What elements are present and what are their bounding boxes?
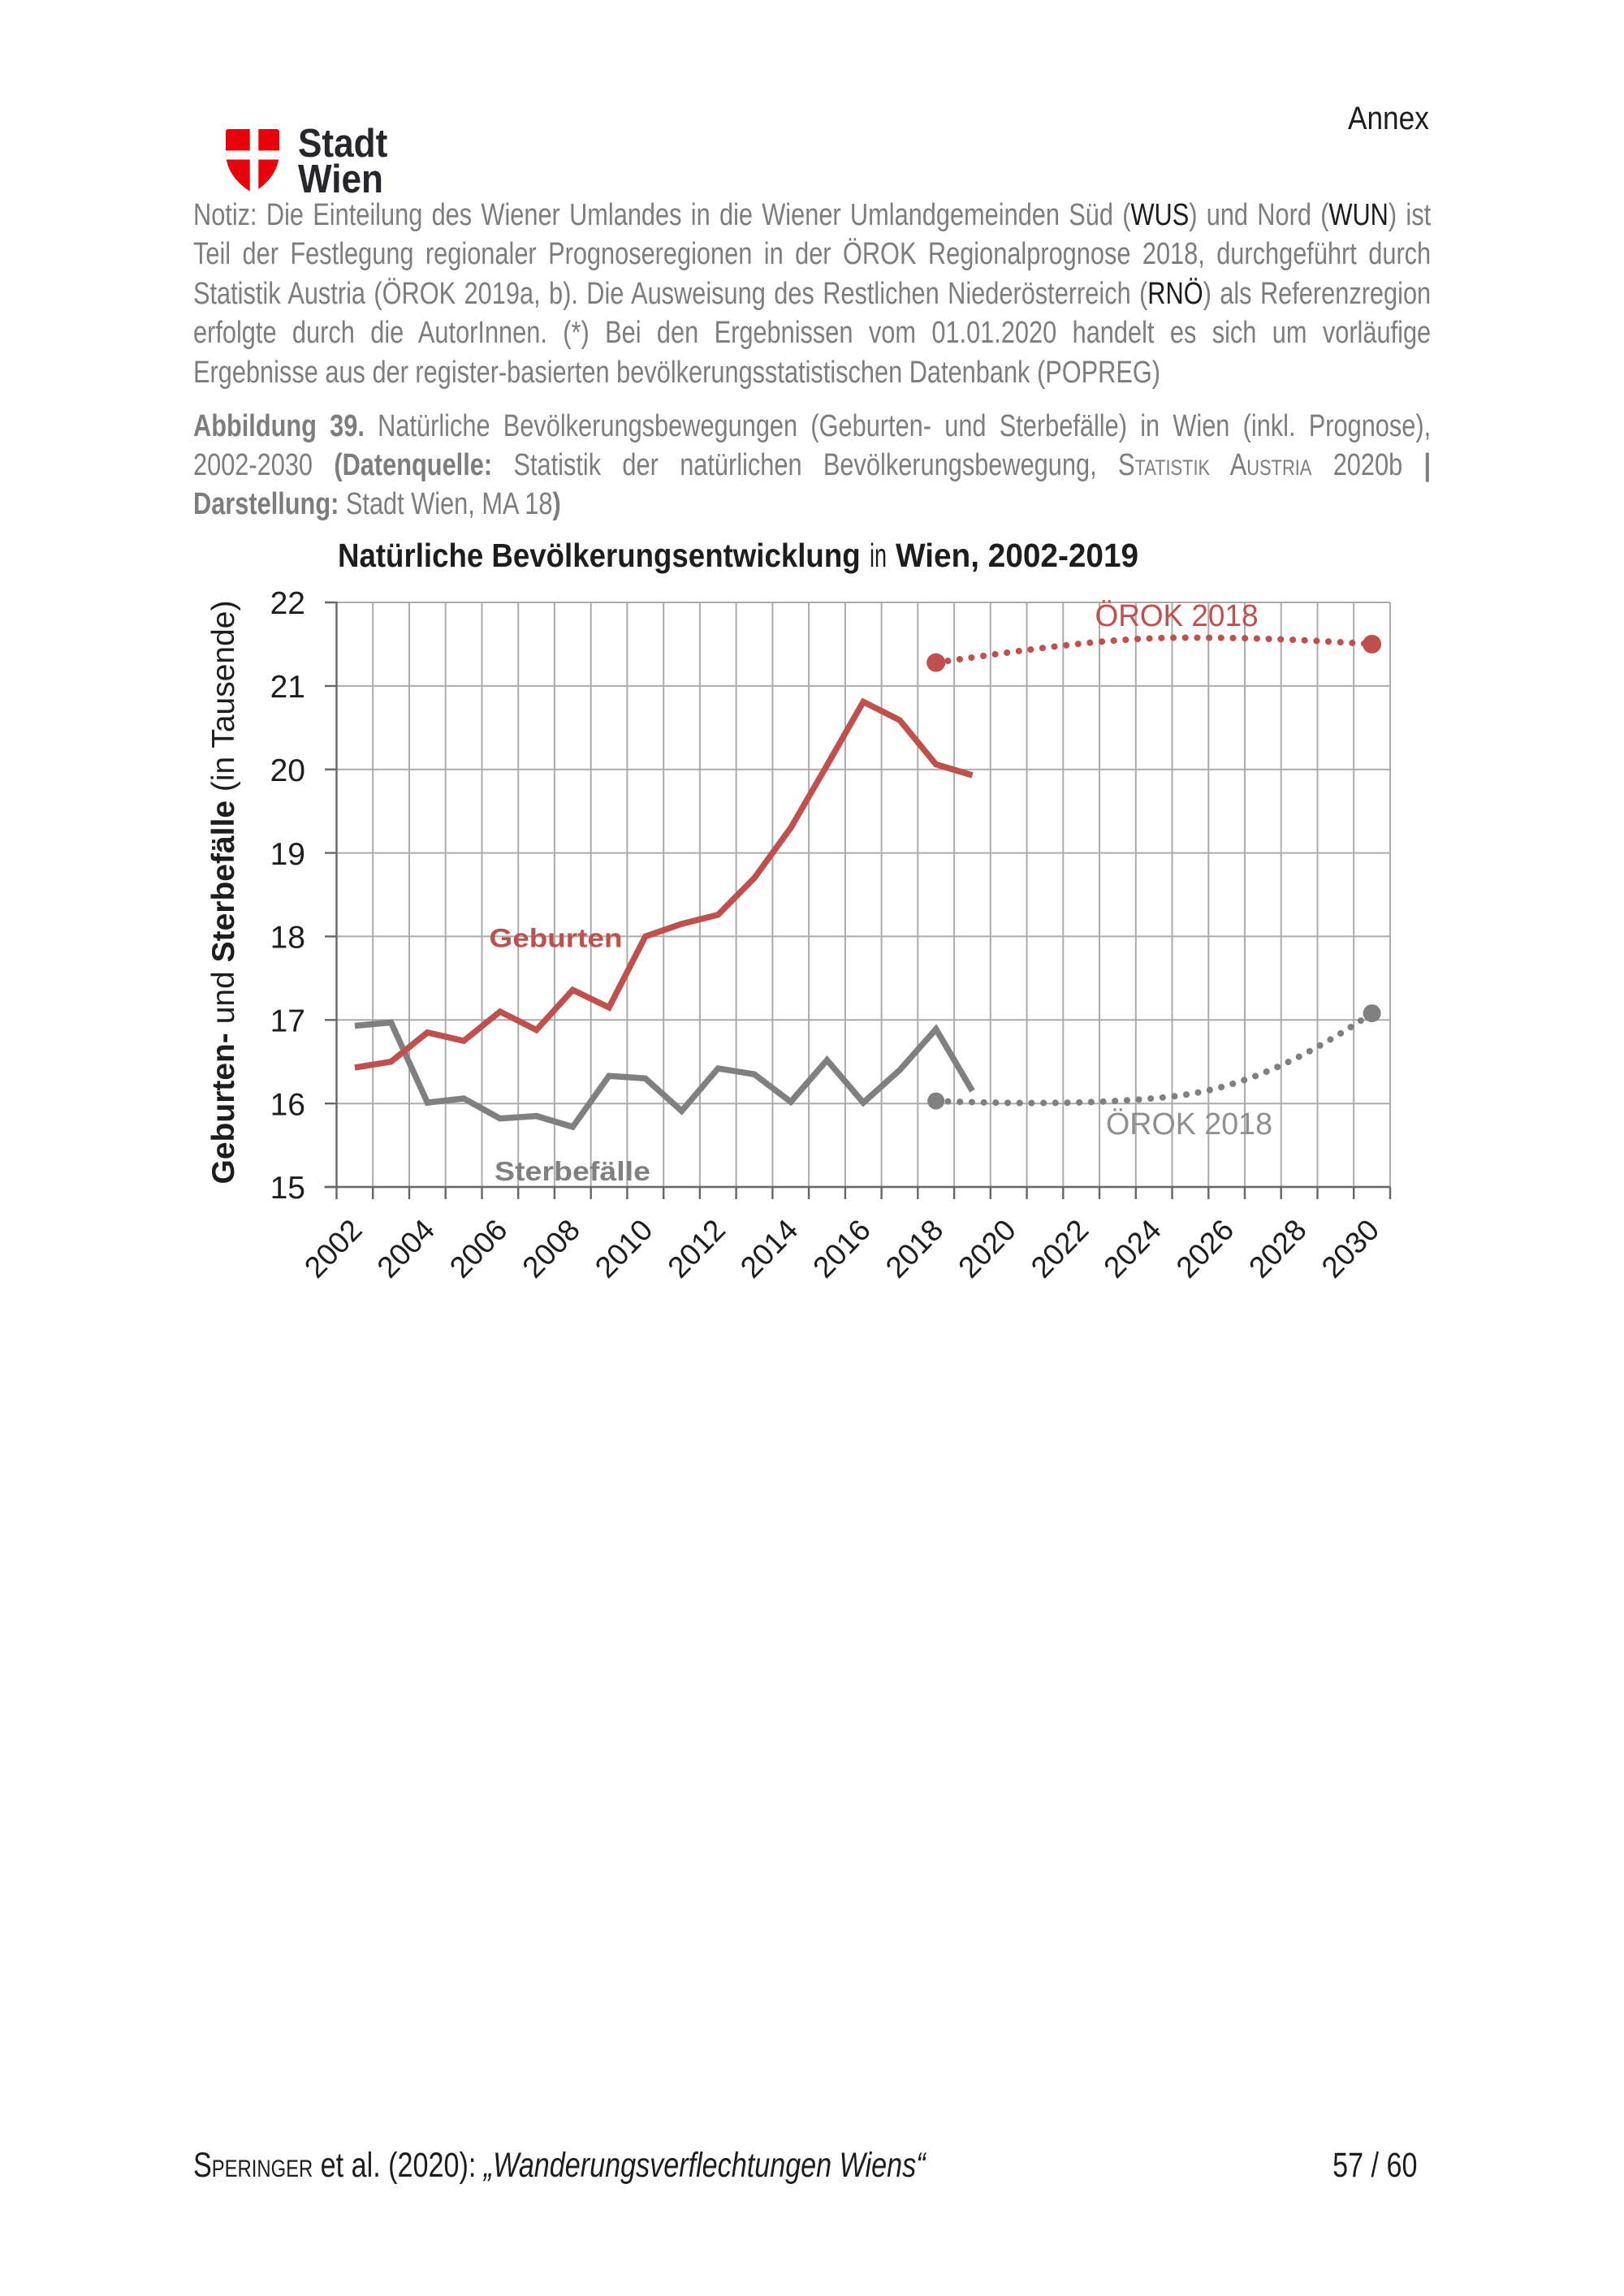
svg-text:20: 20: [270, 753, 305, 788]
svg-text:2028: 2028: [1242, 1213, 1313, 1284]
svg-text:2018: 2018: [879, 1213, 950, 1284]
svg-text:2022: 2022: [1025, 1213, 1095, 1284]
svg-text:17: 17: [270, 1004, 305, 1039]
svg-text:2026: 2026: [1170, 1213, 1241, 1284]
svg-text:ÖROK 2018: ÖROK 2018: [1095, 599, 1259, 633]
svg-text:2024: 2024: [1097, 1213, 1168, 1284]
svg-text:2004: 2004: [370, 1213, 441, 1284]
svg-text:ÖROK 2018: ÖROK 2018: [1106, 1107, 1272, 1142]
svg-text:2012: 2012: [661, 1213, 732, 1284]
svg-text:Natürliche Bevölkerungsentwick: Natürliche Bevölkerungsentwicklung: [338, 537, 861, 574]
svg-text:2002: 2002: [298, 1213, 369, 1284]
svg-text:Geburten: Geburten: [490, 924, 623, 953]
svg-text:21: 21: [270, 670, 305, 705]
svg-text:22: 22: [270, 586, 305, 621]
svg-text:18: 18: [270, 921, 305, 956]
svg-text:19: 19: [270, 837, 305, 872]
svg-text:Geburten- und Sterbefälle (in: Geburten- und Sterbefälle (in Tausende): [206, 601, 241, 1185]
svg-text:2020: 2020: [952, 1213, 1022, 1284]
svg-text:Sterbefälle: Sterbefälle: [495, 1156, 650, 1186]
svg-text:16: 16: [270, 1087, 305, 1122]
svg-text:2030: 2030: [1315, 1213, 1386, 1284]
svg-text:2016: 2016: [806, 1213, 877, 1284]
svg-text:2006: 2006: [443, 1213, 514, 1284]
svg-text:in: in: [870, 537, 887, 574]
svg-text:15: 15: [270, 1171, 305, 1206]
svg-text:2010: 2010: [589, 1213, 659, 1284]
svg-text:2008: 2008: [516, 1213, 586, 1284]
svg-text:Wien, 2002-2019: Wien, 2002-2019: [896, 537, 1138, 574]
svg-text:2014: 2014: [734, 1213, 805, 1284]
